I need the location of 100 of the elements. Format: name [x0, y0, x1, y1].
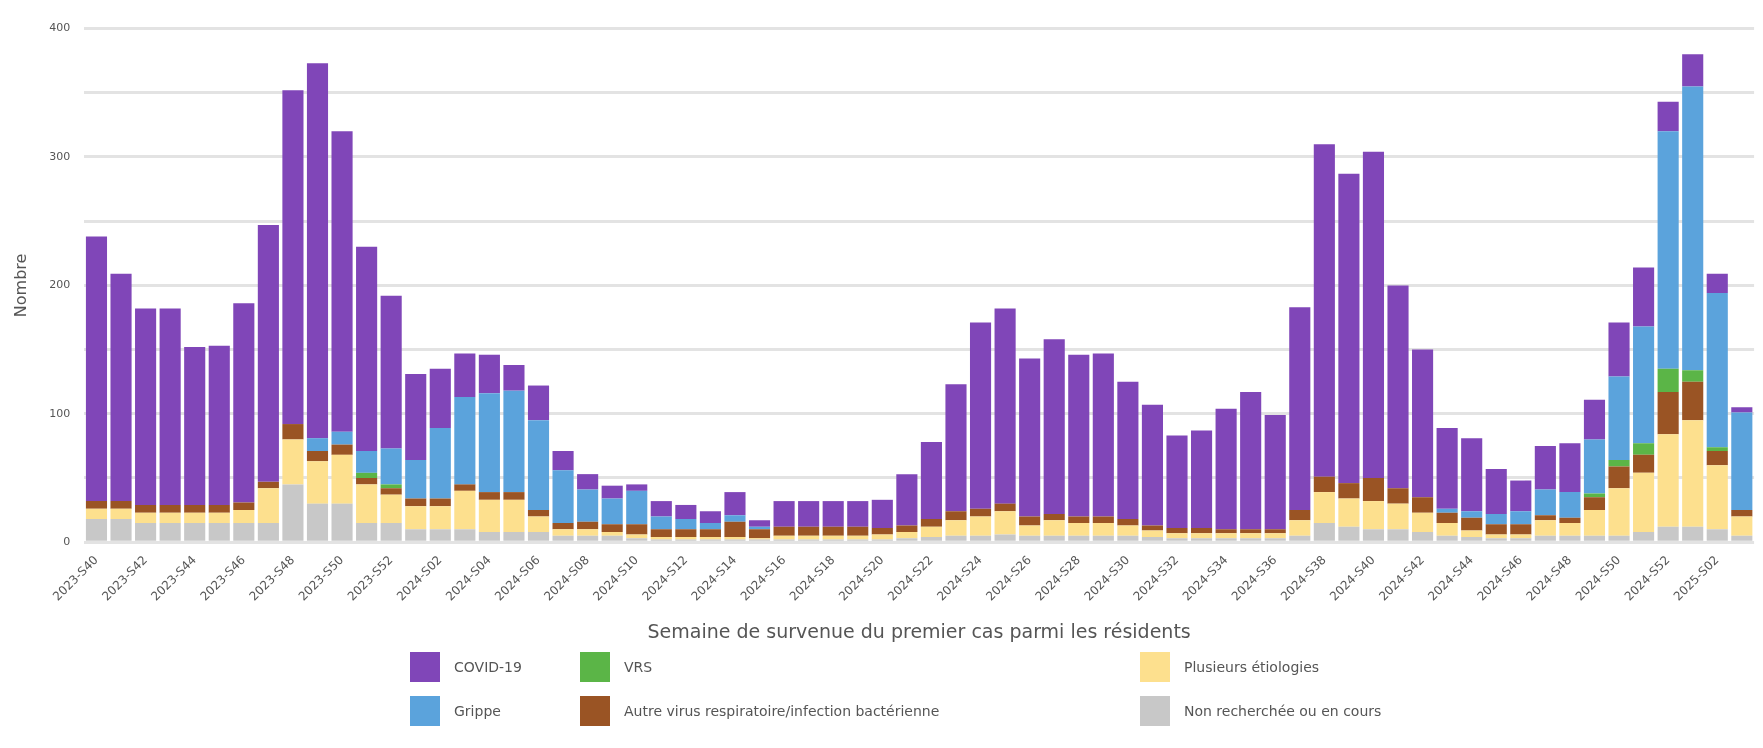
bar [1485, 534, 1507, 539]
bar [405, 460, 427, 499]
bar [135, 308, 157, 505]
bar [1338, 173, 1360, 484]
bar [1362, 477, 1385, 502]
bar [380, 295, 402, 449]
legend-label: Non recherchée ou en cours [1184, 703, 1382, 719]
bar [282, 439, 304, 485]
bar [1731, 510, 1753, 517]
bar [331, 444, 353, 455]
bar [1338, 483, 1360, 499]
bar [527, 531, 550, 541]
bar [626, 538, 648, 541]
bar [380, 448, 402, 485]
bar [1583, 535, 1606, 541]
bar [626, 534, 648, 539]
bar [945, 520, 967, 536]
bar [380, 522, 402, 541]
bar [1338, 498, 1360, 527]
bar [1510, 524, 1532, 535]
bar [1043, 520, 1065, 536]
bar [503, 531, 525, 541]
bar [331, 131, 353, 432]
bar [135, 504, 157, 513]
bar [85, 236, 108, 502]
legend-label: VRS [624, 659, 653, 675]
bar [945, 511, 967, 521]
bar [1559, 535, 1581, 541]
bar [1289, 510, 1311, 521]
bar [184, 522, 206, 541]
bar [896, 538, 918, 541]
bar [282, 424, 304, 440]
bar [994, 534, 1016, 541]
bar [969, 322, 992, 509]
bar [159, 308, 181, 505]
bar [257, 488, 279, 523]
bar [1633, 443, 1655, 455]
bar [822, 526, 844, 536]
bar [1264, 533, 1286, 539]
bar [1240, 529, 1262, 534]
bar [1166, 435, 1188, 529]
bar [110, 501, 132, 509]
bar [1485, 524, 1507, 535]
bar [969, 516, 992, 536]
bar [356, 522, 378, 541]
bar [257, 481, 279, 489]
bar [969, 508, 992, 517]
bar [1215, 529, 1237, 534]
bar [699, 511, 721, 523]
bar [1019, 358, 1041, 517]
bar [1510, 538, 1532, 541]
bar [1436, 427, 1458, 509]
bar [1534, 535, 1556, 541]
bar [969, 535, 992, 541]
bar [847, 501, 869, 527]
bar [1141, 404, 1163, 526]
bar [380, 488, 402, 495]
bar [257, 225, 279, 482]
bar [1240, 391, 1262, 530]
bar [675, 519, 697, 530]
bar [356, 477, 378, 485]
bar [1412, 497, 1434, 513]
bar [1633, 267, 1655, 327]
bar [1731, 535, 1753, 541]
bar [1608, 322, 1630, 377]
bar [1583, 493, 1606, 498]
bar [1461, 517, 1483, 531]
bar [454, 397, 476, 485]
bar [1534, 520, 1556, 536]
bar [1657, 368, 1679, 392]
bar [675, 529, 697, 538]
bar [896, 474, 918, 526]
bar [1461, 530, 1483, 538]
bar [1682, 381, 1704, 421]
bar [135, 522, 157, 541]
bar [405, 373, 427, 461]
bar [1215, 538, 1237, 541]
bar [920, 519, 942, 527]
bar [1166, 528, 1188, 534]
y-tick-label: 100 [49, 406, 71, 420]
bar [159, 522, 181, 541]
bar [699, 529, 721, 538]
bar [208, 504, 230, 513]
bar [478, 531, 500, 541]
bar [1092, 522, 1114, 536]
bar [1608, 376, 1630, 461]
bar [675, 504, 697, 520]
bar [1043, 513, 1065, 521]
bar [1019, 516, 1041, 526]
y-tick-label: 200 [49, 278, 71, 292]
bar [1510, 511, 1532, 525]
bar [1583, 510, 1606, 536]
bar [356, 451, 378, 473]
bar [1461, 438, 1483, 512]
bar [1117, 535, 1139, 541]
bar [503, 499, 525, 532]
bar [306, 63, 329, 439]
bar [577, 529, 599, 536]
bar [601, 485, 623, 499]
bar [1313, 476, 1335, 493]
